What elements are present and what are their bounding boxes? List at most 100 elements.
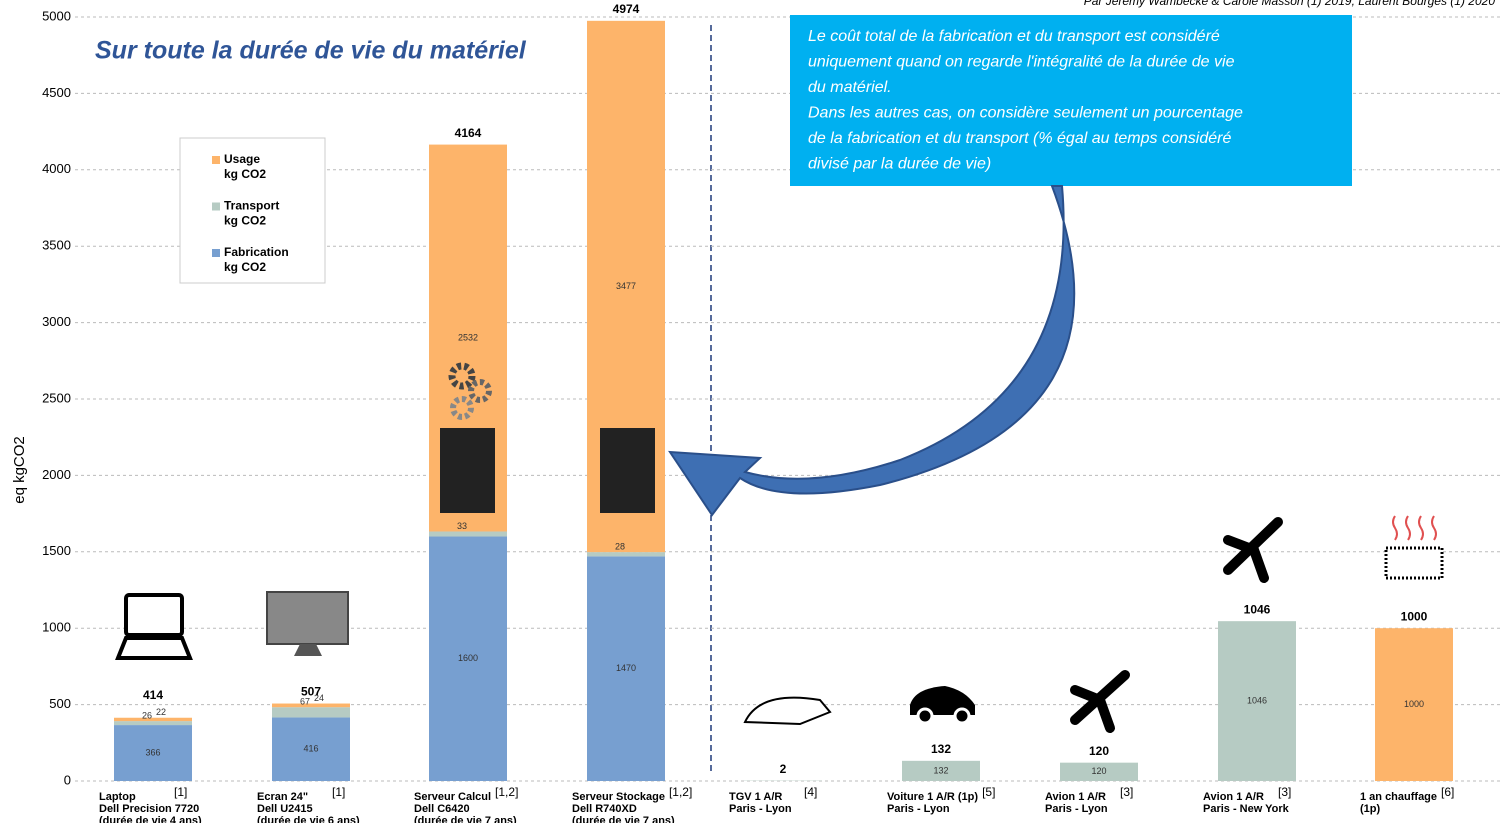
x-tick-ref: [1,2] [495, 785, 518, 799]
credit: Par Jérémy Wambecke & Carole Masson (1) … [1084, 0, 1496, 8]
legend-unit: kg CO2 [224, 214, 266, 228]
x-tick-sublabel: (1p) [1360, 803, 1381, 815]
bar-segment [272, 703, 350, 708]
note-line: Le coût total de la fabrication et du tr… [808, 28, 1220, 45]
segment-label: 28 [615, 541, 625, 551]
y-tick-label: 4500 [42, 85, 71, 100]
plane-icon [1070, 670, 1130, 733]
note-box [790, 15, 1352, 186]
plane-icon [1223, 517, 1283, 583]
segment-label: 67 [300, 697, 310, 707]
y-tick-label: 2000 [42, 467, 71, 482]
note-line: du matériel. [808, 79, 892, 96]
total-label: 1000 [1401, 609, 1428, 623]
y-tick-label: 1000 [42, 620, 71, 635]
segment-label: 1600 [458, 653, 478, 663]
total-label: 4974 [613, 2, 640, 16]
legend-label: Transport [224, 199, 279, 213]
x-tick-label: Serveur Stockage [572, 791, 665, 803]
x-tick-label: Ecran 24" [257, 791, 308, 803]
segment-label: 416 [303, 744, 318, 754]
x-tick-label: TGV 1 A/R [729, 791, 782, 803]
train-icon [743, 696, 832, 726]
legend-unit: kg CO2 [224, 260, 266, 274]
bar-segment [114, 717, 192, 722]
total-label: 132 [931, 742, 951, 756]
bar-segment [587, 556, 665, 781]
segment-label: 120 [1091, 766, 1106, 776]
segment-label: 22 [156, 707, 166, 717]
y-axis-label: eq kgCO2 [11, 436, 28, 504]
y-tick-label: 1500 [42, 543, 71, 558]
x-tick-ref: [6] [1441, 785, 1454, 799]
gear-icon [468, 379, 492, 403]
bar-segment [1375, 628, 1453, 781]
segment-label: 26 [142, 710, 152, 720]
bar-segment [587, 552, 665, 557]
laptop-icon [124, 593, 184, 637]
bar-segment [272, 707, 350, 718]
y-tick-label: 3500 [42, 238, 71, 253]
server-icon [440, 428, 495, 513]
segment-label: 1470 [616, 663, 636, 673]
x-tick-sublabel: Paris - New York [1203, 803, 1290, 815]
monitor-stand [294, 644, 322, 656]
total-label: 4164 [455, 126, 482, 140]
y-tick-label: 4000 [42, 161, 71, 176]
server-icon [600, 428, 655, 513]
y-tick-label: 3000 [42, 314, 71, 329]
bar-segment [429, 536, 507, 781]
laptop-base [115, 636, 193, 660]
wheel [916, 707, 934, 725]
x-tick-ref: [5] [982, 785, 995, 799]
x-tick-sublabel: (durée de vie 6 ans) [257, 815, 360, 823]
chart-title: Sur toute la durée de vie du matériel [95, 37, 527, 65]
x-tick-sublabel: (durée de vie 7 ans) [572, 815, 675, 823]
x-tick-sublabel: Dell R740XD [572, 803, 637, 815]
x-tick-sublabel: (durée de vie 7 ans) [414, 815, 517, 823]
legend-label: Usage [224, 152, 260, 166]
bar-segment [902, 760, 980, 781]
x-tick-ref: [1] [174, 785, 187, 799]
bar-segment [272, 717, 350, 781]
x-tick-label: Serveur Calcul [414, 791, 491, 803]
wheel [953, 707, 971, 725]
segment-label: 366 [145, 747, 160, 757]
x-tick-sublabel: (durée de vie 4 ans) [99, 815, 202, 823]
x-tick-sublabel: Dell U2415 [257, 803, 313, 815]
segment-label: 24 [314, 693, 324, 703]
y-tick-label: 0 [64, 772, 71, 787]
x-tick-ref: [1,2] [669, 785, 692, 799]
x-tick-label: Voiture 1 A/R (1p) [887, 791, 978, 803]
radiator-icon [1384, 546, 1444, 580]
x-tick-ref: [1] [332, 785, 345, 799]
x-tick-label: Avion 1 A/R [1045, 791, 1106, 803]
y-tick-label: 2500 [42, 390, 71, 405]
total-label: 1046 [1244, 602, 1271, 616]
bar-segment [114, 721, 192, 726]
note-line: Dans les autres cas, on considère seulem… [808, 105, 1243, 122]
arrow [668, 185, 1076, 517]
segment-label: 1000 [1404, 699, 1424, 709]
x-tick-sublabel: Paris - Lyon [1045, 803, 1108, 815]
x-tick-sublabel: Dell Precision 7720 [99, 803, 199, 815]
segment-label: 132 [933, 765, 948, 775]
gear-icon [450, 396, 474, 420]
x-tick-sublabel: Paris - Lyon [729, 803, 792, 815]
segment-label: 2532 [458, 332, 478, 342]
note-line: uniquement quand on regarde l'intégralit… [808, 54, 1235, 71]
bar-segment [1218, 621, 1296, 781]
legend-unit: kg CO2 [224, 167, 266, 181]
x-tick-label: Laptop [99, 791, 136, 803]
x-tick-sublabel: Dell C6420 [414, 803, 470, 815]
segment-label: 3477 [616, 281, 636, 291]
total-label: 414 [143, 688, 163, 702]
y-tick-label: 500 [49, 696, 71, 711]
gear-icon [448, 362, 476, 390]
note-line: divisé par la durée de vie) [808, 156, 991, 173]
legend-label: Fabrication [224, 245, 289, 259]
legend-swatch [212, 249, 220, 257]
x-tick-ref: [3] [1278, 785, 1291, 799]
y-tick-label: 5000 [42, 8, 71, 23]
